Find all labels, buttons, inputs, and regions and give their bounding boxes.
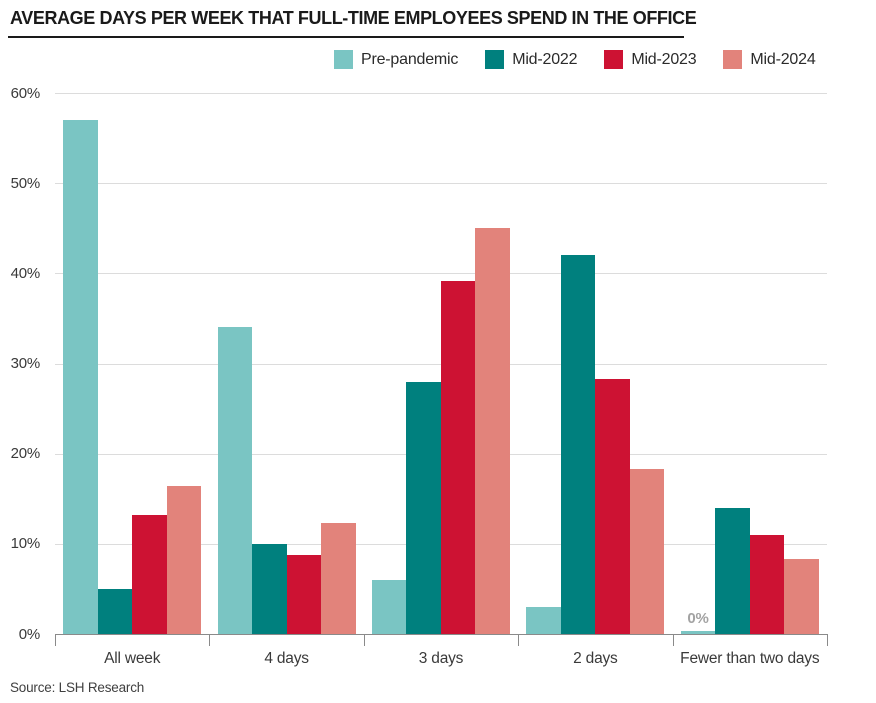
x-axis-tick xyxy=(518,634,520,646)
gridline-50 xyxy=(55,183,827,185)
x-axis-category-label: 2 days xyxy=(573,650,618,667)
chart-title: AVERAGE DAYS PER WEEK THAT FULL-TIME EMP… xyxy=(10,8,697,28)
bar-group xyxy=(364,93,518,634)
bar-mid-2022 xyxy=(97,588,133,634)
bar-pre-pandemic xyxy=(63,120,98,634)
x-axis-category-label: 4 days xyxy=(264,650,309,667)
bar-group xyxy=(518,93,672,634)
source-note: Source: LSH Research xyxy=(10,680,145,695)
legend: Pre-pandemic Mid-2022 Mid-2023 Mid-2024 xyxy=(334,49,816,70)
x-axis-tick xyxy=(209,634,211,646)
bar-pre-pandemic xyxy=(371,579,407,634)
legend-swatch-mid-2023 xyxy=(604,50,624,69)
y-axis-label: 30% xyxy=(10,355,41,372)
x-axis-category-label: Fewer than two days xyxy=(680,650,820,667)
bar-mid-2024 xyxy=(629,469,665,634)
legend-item: Pre-pandemic xyxy=(334,50,458,69)
bar-pre-pandemic xyxy=(680,631,716,634)
y-axis-label: 40% xyxy=(10,264,41,282)
bar-mid-2022 xyxy=(406,381,441,634)
gridline-60 xyxy=(55,93,827,94)
legend-swatch-mid-2022 xyxy=(485,50,505,69)
bar-mid-2024 xyxy=(475,228,510,634)
zero-value-label: 0% xyxy=(687,610,709,627)
legend-swatch-mid-2024 xyxy=(723,50,743,69)
y-axis-label: 20% xyxy=(10,445,41,463)
bar-pre-pandemic xyxy=(526,606,561,634)
y-axis-label: 0% xyxy=(18,625,40,643)
y-axis-label: 60% xyxy=(10,84,41,102)
gridline-40 xyxy=(55,273,827,275)
bar-mid-2023 xyxy=(749,534,785,634)
legend-label: Mid-2024 xyxy=(750,50,816,68)
bar-group xyxy=(673,93,827,634)
bar-mid-2022 xyxy=(560,255,596,634)
bar-mid-2024 xyxy=(321,523,356,634)
legend-label: Mid-2022 xyxy=(512,50,578,68)
bar-mid-2023 xyxy=(440,280,476,634)
bar-mid-2024 xyxy=(784,559,819,634)
bar-group xyxy=(209,93,363,634)
bar-mid-2022 xyxy=(715,507,750,634)
x-axis-tick xyxy=(55,634,56,646)
title-underline xyxy=(8,36,684,38)
bar-mid-2024 xyxy=(166,486,202,634)
x-axis-tick xyxy=(672,634,674,646)
legend-item: Mid-2024 xyxy=(723,50,816,69)
x-axis-category-label: 3 days xyxy=(418,650,464,667)
bar-pre-pandemic xyxy=(217,327,253,634)
x-axis-line xyxy=(55,634,827,635)
x-axis-tick xyxy=(827,634,828,646)
bar-mid-2023 xyxy=(132,514,167,634)
bar-mid-2023 xyxy=(286,554,322,634)
bar-group xyxy=(55,93,209,634)
plot-area xyxy=(55,93,827,634)
x-axis-tick xyxy=(363,634,365,646)
y-axis-label: 10% xyxy=(10,535,41,553)
y-axis-label: 50% xyxy=(10,174,41,192)
legend-label: Pre-pandemic xyxy=(361,50,459,68)
legend-label: Mid-2023 xyxy=(631,50,697,68)
legend-item: Mid-2023 xyxy=(604,50,697,69)
bar-mid-2023 xyxy=(595,378,630,634)
legend-item: Mid-2022 xyxy=(485,50,578,69)
bar-mid-2022 xyxy=(252,543,287,634)
legend-swatch-pre-pandemic xyxy=(334,50,353,69)
x-axis-category-label: All week xyxy=(104,650,161,667)
